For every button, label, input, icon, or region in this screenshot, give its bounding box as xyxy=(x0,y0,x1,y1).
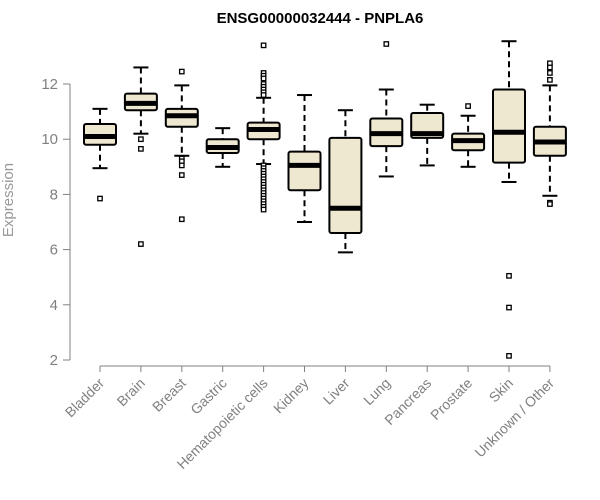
box-gastric xyxy=(205,127,240,168)
chart-title: ENSG00000032444 - PNPLA6 xyxy=(217,10,424,27)
y-axis: 2 4 6 8 10 12 xyxy=(41,76,71,369)
box-breast xyxy=(164,68,199,223)
box-lung xyxy=(369,41,404,178)
iqr-box xyxy=(328,136,363,235)
x-tick-label: Skin xyxy=(486,375,517,406)
iqr-box xyxy=(492,88,526,164)
y-tick-label: 6 xyxy=(50,242,58,259)
outlier-point xyxy=(260,92,267,98)
outlier-point xyxy=(383,41,390,47)
x-tick-label: Bladder xyxy=(62,375,108,421)
box-liver xyxy=(328,109,363,254)
outlier-point xyxy=(547,77,553,83)
outlier-point xyxy=(506,272,512,279)
outlier-point xyxy=(178,172,185,178)
outlier-point xyxy=(178,162,185,169)
y-tick-label: 4 xyxy=(50,297,58,314)
outlier-point xyxy=(138,241,144,247)
outlier-point xyxy=(506,304,512,311)
x-tick-label: Breast xyxy=(149,375,189,415)
outlier-point xyxy=(178,68,185,75)
box-hematopoietic-cells xyxy=(246,42,281,213)
outlier-point xyxy=(547,70,553,76)
box-prostate xyxy=(451,103,486,168)
outlier-point xyxy=(547,64,553,71)
box-kidney xyxy=(287,94,322,223)
x-tick-label: Prostate xyxy=(427,375,475,423)
box-skin xyxy=(492,40,526,359)
boxes-group xyxy=(83,40,567,359)
outlier-point xyxy=(506,353,512,359)
outlier-point xyxy=(138,136,144,143)
x-tick-label: Lung xyxy=(360,375,393,408)
box-unknown-other xyxy=(532,60,567,207)
y-tick-label: 8 xyxy=(50,186,58,203)
outlier-point xyxy=(138,146,144,152)
y-tick-label: 2 xyxy=(50,352,58,369)
x-tick-label: Brain xyxy=(114,375,148,409)
box-bladder xyxy=(83,107,117,202)
outlier-point xyxy=(97,195,103,202)
outlier-point xyxy=(260,42,267,49)
outlier-point xyxy=(465,103,471,109)
x-tick-label: Liver xyxy=(320,375,353,408)
y-tick-label: 10 xyxy=(41,131,58,148)
outlier-point xyxy=(260,206,267,213)
y-tick-label: 12 xyxy=(41,76,58,93)
outlier-point xyxy=(178,216,185,223)
iqr-box xyxy=(287,150,322,192)
outlier-point xyxy=(547,201,553,207)
box-pancreas xyxy=(410,103,445,167)
y-axis-label: Expression xyxy=(0,163,17,237)
box-brain xyxy=(123,66,158,247)
x-tick-label: Kidney xyxy=(270,375,312,417)
outlier-point xyxy=(260,75,267,82)
